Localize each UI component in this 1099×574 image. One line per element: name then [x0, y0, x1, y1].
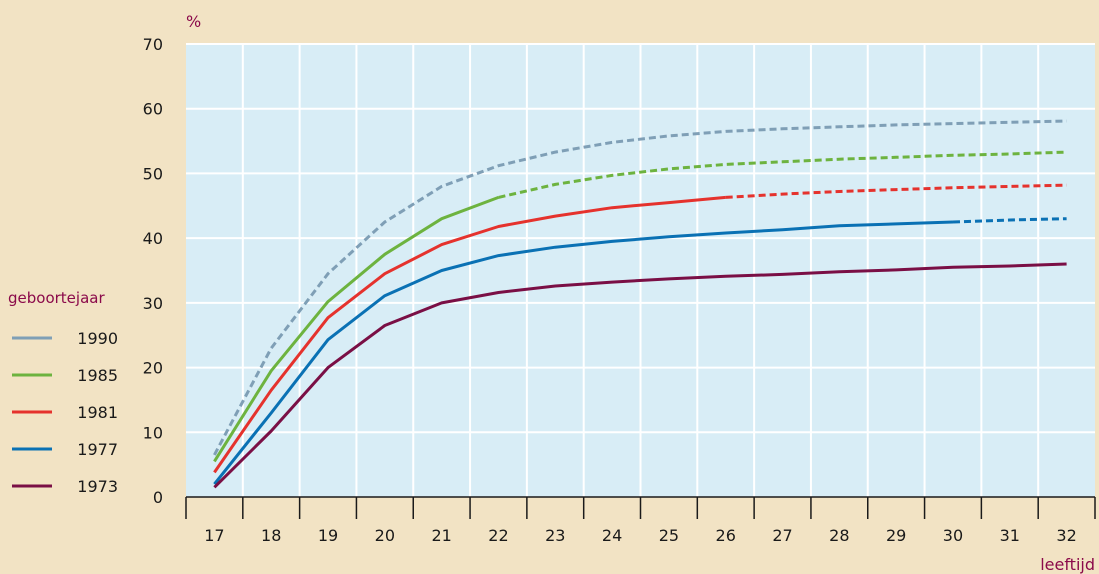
series-line-1973 — [213, 262, 1067, 489]
x-axis-label: leeftijd — [1040, 555, 1095, 574]
series-line-1981-observed — [213, 195, 726, 474]
x-tick-label: 23 — [545, 526, 565, 545]
series-line-1977-projected — [952, 217, 1067, 224]
x-tick-label: 31 — [1000, 526, 1020, 545]
y-tick-label: 50 — [143, 164, 163, 183]
x-tick-label: 22 — [488, 526, 508, 545]
x-tick-label: 19 — [318, 526, 338, 545]
x-tick-label: 29 — [886, 526, 906, 545]
legend-label-1977: 1977 — [77, 440, 118, 459]
y-tick-label: 0 — [153, 488, 163, 507]
x-tick-label: 27 — [772, 526, 792, 545]
legend-label-1973: 1973 — [77, 477, 118, 496]
x-tick-label: 18 — [261, 526, 281, 545]
series-line-1977-observed — [213, 220, 954, 486]
legend-label-1990: 1990 — [77, 329, 118, 348]
y-tick-label: 30 — [143, 294, 163, 313]
legend-label-1985: 1985 — [77, 366, 118, 385]
x-tick-label: 30 — [943, 526, 963, 545]
y-tick-label: 20 — [143, 359, 163, 378]
series-line-1985-projected — [498, 150, 1067, 199]
y-tick-label: 40 — [143, 229, 163, 248]
grid — [186, 43, 1095, 497]
y-tick-label: 70 — [143, 35, 163, 54]
x-tick-label: 20 — [375, 526, 395, 545]
y-tick-label: 10 — [143, 423, 163, 442]
y-axis-unit: % — [186, 12, 201, 31]
x-tick-label: 21 — [431, 526, 451, 545]
series-lines — [213, 119, 1067, 489]
legend-title: geboortejaar — [8, 289, 105, 307]
legend: 1990 1985 1981 1977 1973 — [12, 329, 118, 496]
series-line-1985-observed — [213, 195, 500, 463]
y-tick-label: 60 — [143, 100, 163, 119]
x-tick-label: 26 — [716, 526, 736, 545]
legend-label-1981: 1981 — [77, 403, 118, 422]
x-tick-label: 28 — [829, 526, 849, 545]
x-tick-label: 17 — [204, 526, 224, 545]
x-tick-label: 24 — [602, 526, 622, 545]
series-line-1981-projected — [725, 183, 1067, 199]
x-tick-label: 32 — [1056, 526, 1076, 545]
series-line-1990-projected — [213, 119, 1067, 456]
axes: 17 18 19 20 21 22 23 24 25 26 27 28 29 30 31 32 0 10 20 30 4… — [143, 35, 1096, 545]
x-tick-label: 25 — [659, 526, 679, 545]
